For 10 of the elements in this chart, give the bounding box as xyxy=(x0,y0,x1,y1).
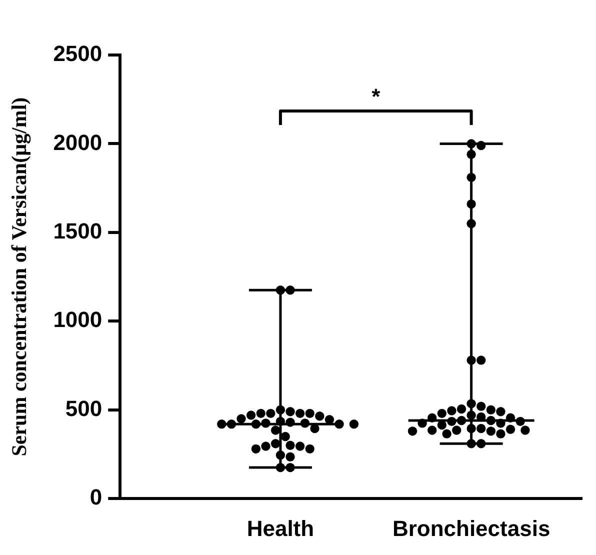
y-tick-label: 500 xyxy=(65,396,102,421)
x-tick-label: Bronchiectasis xyxy=(392,516,550,541)
y-tick-label: 1000 xyxy=(53,307,102,332)
y-tick-label: 1500 xyxy=(53,218,102,244)
x-tick-label: Health xyxy=(246,516,314,541)
y-axis-title: Serum concentration of Versican(μg/ml) xyxy=(7,97,32,456)
y-tick-label: 2000 xyxy=(53,130,102,155)
annotation: * xyxy=(372,84,381,110)
y-tick-label: 2500 xyxy=(53,41,102,66)
y-tick-label: 0 xyxy=(90,484,102,510)
